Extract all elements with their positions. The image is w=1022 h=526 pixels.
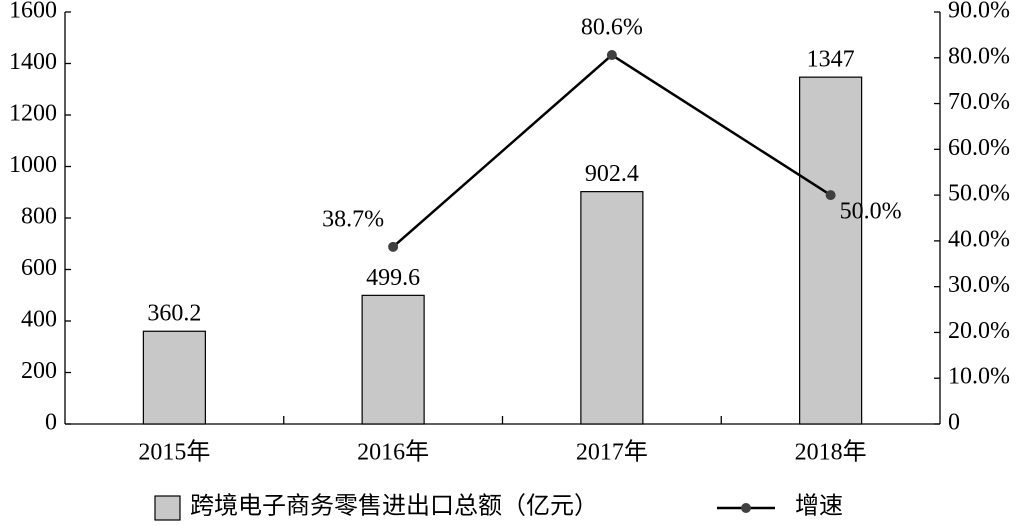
y2-tick-label: 10.0% <box>948 364 1010 390</box>
y2-tick-label: 30.0% <box>948 272 1010 298</box>
y-tick-label: 800 <box>21 204 57 230</box>
y2-tick-label: 60.0% <box>948 135 1010 161</box>
y-tick-label: 1600 <box>9 0 57 24</box>
y-tick-label: 200 <box>21 358 57 384</box>
line-marker <box>388 241 399 252</box>
bar <box>361 294 425 425</box>
x-tick-label: 2016年 <box>357 439 429 466</box>
line-value-label: 50.0% <box>840 199 902 225</box>
bar <box>142 330 206 425</box>
y2-tick-label: 90.0% <box>948 0 1010 24</box>
bar-value-label: 1347 <box>807 47 855 73</box>
y2-tick-label: 40.0% <box>948 226 1010 252</box>
line-value-label: 80.6% <box>581 15 643 41</box>
y2-tick-label: 80.0% <box>948 43 1010 69</box>
bar <box>580 191 644 425</box>
y-tick-label: 1400 <box>9 49 57 75</box>
legend-label: 增速 <box>795 493 843 520</box>
y2-tick-label: 50.0% <box>948 181 1010 207</box>
x-tick-label: 2017年 <box>576 439 648 466</box>
legend-marker <box>741 503 751 513</box>
y-tick-label: 1200 <box>9 101 57 127</box>
bar-value-label: 902.4 <box>585 161 639 187</box>
y2-tick-label: 70.0% <box>948 89 1010 115</box>
line-marker <box>825 190 836 201</box>
y-tick-label: 1000 <box>9 152 57 178</box>
y-tick-label: 600 <box>21 255 57 281</box>
y-tick-label: 0 <box>45 410 57 436</box>
legend-swatch <box>154 495 181 521</box>
bar-value-label: 499.6 <box>366 265 420 291</box>
bar-value-label: 360.2 <box>147 301 201 327</box>
x-tick-label: 2015年 <box>138 439 210 466</box>
line-marker <box>606 50 617 61</box>
bar <box>799 76 863 425</box>
y2-tick-label: 0 <box>948 410 960 436</box>
x-tick-label: 2018年 <box>795 439 867 466</box>
y-tick-label: 400 <box>21 307 57 333</box>
line-value-label: 38.7% <box>322 206 384 232</box>
legend-label: 跨境电子商务零售进出口总额（亿元） <box>190 493 598 520</box>
y2-tick-label: 20.0% <box>948 318 1010 344</box>
